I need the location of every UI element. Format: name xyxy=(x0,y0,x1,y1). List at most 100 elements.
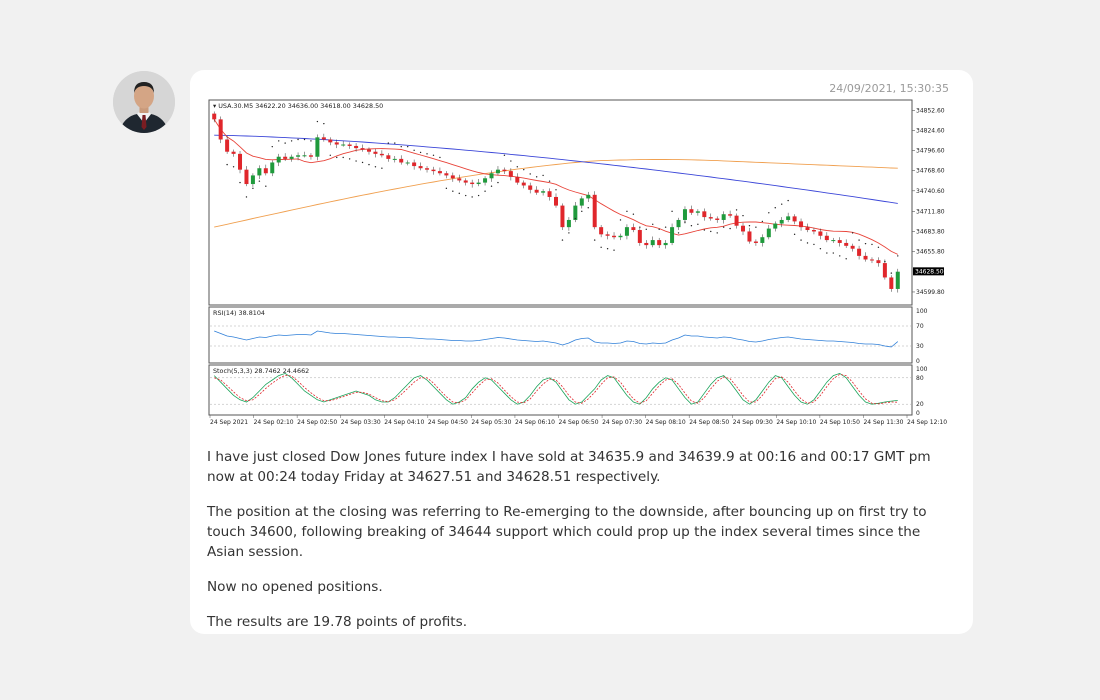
candle-body xyxy=(308,155,313,157)
time-tick-label: 24 Sep 02:10 xyxy=(254,419,294,426)
sar-dot xyxy=(819,248,822,250)
ma-long-line xyxy=(214,159,898,228)
time-tick-label: 24 Sep 10:10 xyxy=(776,419,816,426)
sar-dot xyxy=(265,185,267,187)
candle-body xyxy=(624,227,629,236)
sar-dot xyxy=(258,180,261,182)
sar-dot xyxy=(310,140,312,142)
candle-body xyxy=(837,240,842,243)
candle-body xyxy=(392,158,397,160)
sar-dot xyxy=(793,233,796,236)
candle-body xyxy=(334,142,339,145)
sar-dot xyxy=(619,219,622,221)
sar-dot xyxy=(593,239,596,241)
candle-body xyxy=(586,194,591,199)
sar-dot xyxy=(768,212,770,214)
candle-body xyxy=(386,155,391,159)
sar-dot xyxy=(871,243,873,246)
sar-dot xyxy=(439,156,441,159)
time-tick-label: 24 Sep 06:10 xyxy=(515,419,555,426)
sar-dot xyxy=(645,228,647,231)
candle-body xyxy=(618,235,623,238)
sar-dot xyxy=(851,232,854,234)
candle-body xyxy=(889,277,894,289)
candle-body xyxy=(457,178,462,181)
sar-dot xyxy=(406,145,409,148)
message-paragraph-4: The results are 19.78 points of profits. xyxy=(207,614,468,630)
last-price-box xyxy=(913,267,944,276)
sar-dot xyxy=(884,260,886,263)
message-paragraph-3: Now no opened positions. xyxy=(207,579,383,595)
sar-dot xyxy=(729,227,731,230)
sar-dot xyxy=(381,167,383,169)
candle-body xyxy=(405,162,410,164)
candle-body xyxy=(431,169,436,172)
sar-dot xyxy=(497,181,499,184)
sar-dot xyxy=(432,154,435,156)
price-tick-label: 34599.80 xyxy=(916,289,945,296)
rsi-line xyxy=(214,330,899,348)
candle-body xyxy=(495,169,500,174)
candle-body xyxy=(347,144,352,146)
candle-body xyxy=(811,230,816,232)
sar-dot xyxy=(690,225,693,227)
candle-body xyxy=(547,191,552,197)
candle-body xyxy=(283,156,288,159)
sar-dot xyxy=(400,145,402,148)
sar-dot xyxy=(510,160,512,162)
price-tick-label: 34796.60 xyxy=(916,148,945,155)
price-tick-label: 34711.80 xyxy=(916,208,945,215)
sar-dot xyxy=(490,185,493,187)
sar-dot xyxy=(523,168,525,171)
candle-body xyxy=(702,211,707,218)
sar-dot xyxy=(535,176,538,178)
rsi-level-label: 0 xyxy=(916,358,920,365)
message-body: I have just closed Dow Jones future inde… xyxy=(207,447,952,647)
sar-dot xyxy=(800,239,802,241)
sar-dot xyxy=(355,160,357,162)
candle-body xyxy=(366,149,371,152)
message-paragraph-2: The position at the closing was referrin… xyxy=(207,504,927,560)
price-tick-label: 34683.80 xyxy=(916,229,945,236)
sar-dot xyxy=(671,210,673,213)
candle-body xyxy=(657,240,662,246)
sar-dot xyxy=(613,249,615,251)
stoch-level-label: 80 xyxy=(916,375,924,382)
candle-body xyxy=(360,148,365,150)
rsi-level-label: 100 xyxy=(916,308,928,315)
candle-body xyxy=(605,234,610,236)
price-tick-label: 34655.80 xyxy=(916,249,945,256)
sar-dot xyxy=(806,242,809,244)
candle-body xyxy=(644,242,649,246)
chart-symbol-header: ▾ USA.30.M5 34622.20 34636.00 34618.00 3… xyxy=(213,102,383,110)
sar-dot xyxy=(735,209,738,211)
sar-dot xyxy=(368,163,370,166)
time-tick-label: 24 Sep 02:50 xyxy=(297,419,337,426)
user-avatar xyxy=(113,71,175,133)
sar-dot xyxy=(639,226,641,228)
candle-body xyxy=(773,223,778,229)
candle-body xyxy=(831,240,836,242)
sar-dot xyxy=(252,187,254,190)
candle-body xyxy=(631,227,636,231)
candle-body xyxy=(560,205,565,228)
candle-body xyxy=(437,171,442,174)
time-tick-label: 24 Sep 09:30 xyxy=(733,419,773,426)
sar-dot xyxy=(839,255,841,257)
candle-body xyxy=(676,219,681,228)
sar-dot xyxy=(342,156,344,159)
sar-dot xyxy=(387,142,390,144)
time-tick-label: 24 Sep 07:30 xyxy=(602,419,642,426)
candle-body xyxy=(444,173,449,176)
candle-body xyxy=(857,248,862,256)
candle-body xyxy=(824,235,829,241)
sar-dot xyxy=(890,272,893,274)
candle-body xyxy=(289,156,294,159)
candle-body xyxy=(670,227,675,243)
sar-dot xyxy=(278,140,280,142)
candle-body xyxy=(534,189,539,193)
sar-dot xyxy=(426,153,428,155)
candle-body xyxy=(663,242,668,246)
sar-dot xyxy=(742,214,744,217)
sar-dot xyxy=(600,246,602,248)
